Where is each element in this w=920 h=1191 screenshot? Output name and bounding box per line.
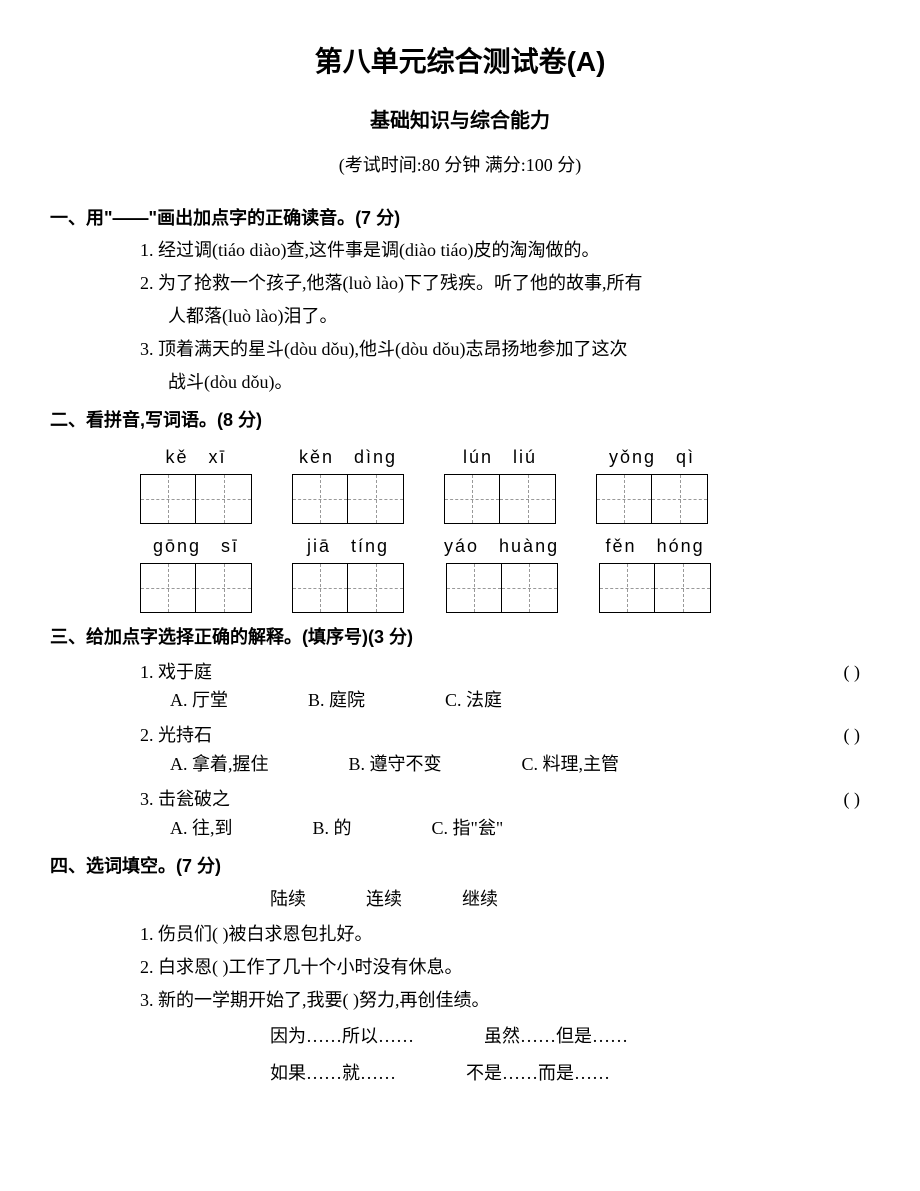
pinyin: jiā [307,532,331,561]
pinyin-group: kěn dìng [292,443,404,524]
answer-paren[interactable]: ( ) [844,785,861,814]
conj-option: 不是……而是…… [466,1059,610,1088]
pinyin-row-1: kě xī kěn dìng lún liú yǒng qì [50,443,870,524]
section-4-head: 四、选词填空。(7 分) [50,852,870,881]
word-bank: 陆续 连续 继续 [50,885,870,914]
option-a: A. 往,到 [170,814,233,843]
s4-q3: 3. 新的一学期开始了,我要( )努力,再创佳绩。 [50,986,870,1015]
pinyin-group: lún liú [444,443,556,524]
s3-q2-stem: 2. 光持石 [140,721,212,750]
s1-q3a: 3. 顶着满天的星斗(dòu dǒu),他斗(dòu dǒu)志昂扬地参加了这次 [50,335,870,364]
conj-option: 虽然……但是…… [484,1022,628,1051]
s4-q2: 2. 白求恩( )工作了几十个小时没有休息。 [50,953,870,982]
pinyin: dìng [354,443,397,472]
pinyin: yáo [444,532,479,561]
option-c: C. 指"瓮" [432,814,504,843]
section-3-head: 三、给加点字选择正确的解释。(填序号)(3 分) [50,623,870,652]
tian-box[interactable] [652,474,708,524]
pinyin-label: lún liú [463,443,537,472]
tian-box[interactable] [196,474,252,524]
tian-box[interactable] [140,563,196,613]
page-subtitle: 基础知识与综合能力 [50,105,870,137]
pinyin: hóng [657,532,705,561]
pinyin-group: kě xī [140,443,252,524]
pinyin: kě [165,443,188,472]
s4-opts-row1: 因为……所以…… 虽然……但是…… [50,1022,870,1051]
s1-q3b: 战斗(dòu dǒu)。 [50,368,870,397]
bank-word: 继续 [462,885,498,914]
option-c: C. 法庭 [445,686,502,715]
tian-box[interactable] [599,563,655,613]
s3-q1-stem-row: 1. 戏于庭 ( ) [50,658,870,687]
s4-q1: 1. 伤员们( )被白求恩包扎好。 [50,920,870,949]
answer-paren[interactable]: ( ) [844,721,861,750]
pinyin-label: yǒng qì [609,443,695,472]
option-a: A. 厅堂 [170,686,228,715]
option-b: B. 庭院 [308,686,365,715]
pinyin-group: gōng sī [140,532,252,613]
bank-word: 连续 [366,885,402,914]
s4-opts-row2: 如果……就…… 不是……而是…… [50,1059,870,1088]
s3-q3-stem-row: 3. 击瓮破之 ( ) [50,785,870,814]
tian-box[interactable] [596,474,652,524]
pinyin-label: gōng sī [153,532,239,561]
option-b: B. 遵守不变 [349,750,442,779]
page-title: 第八单元综合测试卷(A) [50,40,870,85]
pinyin-group: yǒng qì [596,443,708,524]
pinyin-label: fěn hóng [606,532,705,561]
tian-box[interactable] [292,563,348,613]
tian-box[interactable] [348,563,404,613]
pinyin: fěn [606,532,637,561]
s3-q1-options: A. 厅堂 B. 庭院 C. 法庭 [50,686,870,715]
s1-q2b: 人都落(luò lào)泪了。 [50,302,870,331]
section-2-head: 二、看拼音,写词语。(8 分) [50,406,870,435]
pinyin-label: kěn dìng [299,443,397,472]
pinyin-row-2: gōng sī jiā tíng yáo huàng fěn hóng [50,532,870,613]
s3-q1-stem: 1. 戏于庭 [140,658,212,687]
section-1-head: 一、用"——"画出加点字的正确读音。(7 分) [50,204,870,233]
conj-option: 如果……就…… [270,1059,396,1088]
pinyin-group: yáo huàng [444,532,559,613]
s3-q2-stem-row: 2. 光持石 ( ) [50,721,870,750]
pinyin-label: kě xī [165,443,226,472]
pinyin: gōng [153,532,201,561]
bank-word: 陆续 [270,885,306,914]
s1-q1: 1. 经过调(tiáo diào)查,这件事是调(diào tiáo)皮的淘淘做… [50,236,870,265]
pinyin-group: fěn hóng [599,532,711,613]
pinyin: tíng [351,532,389,561]
option-b: B. 的 [313,814,352,843]
s3-q3-stem: 3. 击瓮破之 [140,785,230,814]
tian-box[interactable] [500,474,556,524]
pinyin: liú [513,443,537,472]
s3-q2-options: A. 拿着,握住 B. 遵守不变 C. 料理,主管 [50,750,870,779]
tian-box[interactable] [446,563,502,613]
pinyin-label: jiā tíng [307,532,389,561]
s1-q2a: 2. 为了抢救一个孩子,他落(luò lào)下了残疾。听了他的故事,所有 [50,269,870,298]
tian-box[interactable] [655,563,711,613]
pinyin: kěn [299,443,334,472]
tian-box[interactable] [444,474,500,524]
tian-box[interactable] [140,474,196,524]
pinyin: lún [463,443,493,472]
pinyin-label: yáo huàng [444,532,559,561]
tian-box[interactable] [196,563,252,613]
answer-paren[interactable]: ( ) [844,658,861,687]
exam-meta: (考试时间:80 分钟 满分:100 分) [50,151,870,180]
tian-box[interactable] [292,474,348,524]
option-c: C. 料理,主管 [522,750,620,779]
pinyin: xī [209,443,227,472]
tian-box[interactable] [502,563,558,613]
tian-box[interactable] [348,474,404,524]
pinyin: sī [221,532,239,561]
pinyin: yǒng [609,443,656,472]
option-a: A. 拿着,握住 [170,750,269,779]
conj-option: 因为……所以…… [270,1022,414,1051]
pinyin: qì [676,443,695,472]
pinyin: huàng [499,532,559,561]
s3-q3-options: A. 往,到 B. 的 C. 指"瓮" [50,814,870,843]
pinyin-group: jiā tíng [292,532,404,613]
